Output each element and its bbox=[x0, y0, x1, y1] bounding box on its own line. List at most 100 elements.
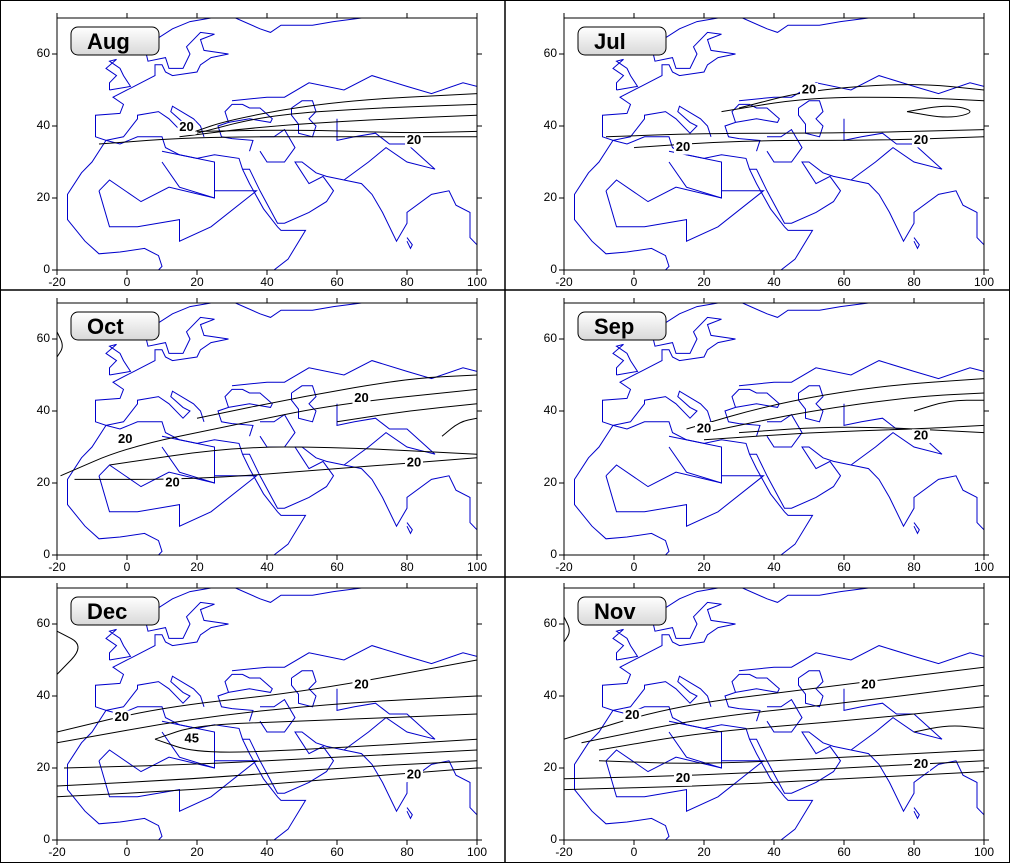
x-tick-label: 60 bbox=[837, 560, 851, 574]
x-tick-label: 20 bbox=[190, 560, 204, 574]
coastline bbox=[913, 807, 920, 820]
coastline bbox=[217, 673, 273, 722]
coastline bbox=[574, 140, 670, 270]
contour-line bbox=[703, 424, 984, 441]
contour-label: 20 bbox=[354, 677, 368, 692]
coastline bbox=[98, 749, 258, 812]
coastline bbox=[612, 343, 639, 376]
x-tick-label: 20 bbox=[190, 275, 204, 289]
coastline bbox=[98, 464, 258, 527]
contour-label-bg bbox=[352, 391, 371, 406]
map-area bbox=[564, 588, 984, 840]
y-tick-label: 60 bbox=[544, 331, 558, 345]
x-tick-label: 100 bbox=[467, 560, 487, 574]
x-tick-label: 40 bbox=[260, 845, 274, 859]
coastline bbox=[231, 360, 477, 387]
panel-label: Jul bbox=[594, 29, 626, 54]
coastline bbox=[738, 360, 984, 387]
contour-label: 20 bbox=[914, 428, 928, 443]
contour-label-bg bbox=[352, 678, 371, 693]
coastline bbox=[798, 100, 824, 138]
y-tick-label: 20 bbox=[37, 475, 51, 489]
coastline bbox=[738, 645, 984, 672]
coastline bbox=[291, 385, 317, 423]
x-tick-label: 60 bbox=[330, 275, 344, 289]
contour-label-bg bbox=[800, 83, 818, 97]
contour-line bbox=[57, 767, 477, 798]
panel-label: Nov bbox=[594, 599, 636, 624]
y-tick-label: 20 bbox=[37, 760, 51, 774]
coastline bbox=[259, 698, 296, 733]
coastline bbox=[766, 413, 803, 448]
contour-line bbox=[57, 331, 63, 358]
y-tick-label: 40 bbox=[37, 688, 51, 702]
contour-line bbox=[738, 426, 984, 434]
contour-label-bg bbox=[405, 768, 423, 783]
coastline bbox=[913, 237, 920, 250]
x-tick-label: 100 bbox=[974, 845, 994, 859]
coastline bbox=[749, 161, 984, 246]
coastline bbox=[605, 464, 765, 527]
coastline bbox=[98, 179, 258, 242]
x-tick-label: -20 bbox=[48, 275, 66, 289]
contour-line bbox=[57, 659, 477, 733]
contour-line bbox=[564, 616, 570, 643]
contour-line bbox=[154, 738, 477, 753]
panel-label-box bbox=[577, 311, 667, 341]
contour-label-bg bbox=[695, 422, 713, 436]
coastline bbox=[612, 706, 814, 840]
contour-line bbox=[196, 103, 477, 134]
y-tick-label: 60 bbox=[37, 46, 51, 60]
x-tick-label: -20 bbox=[555, 560, 573, 574]
contour-line bbox=[57, 630, 79, 675]
panel-label-box bbox=[70, 596, 160, 626]
x-tick-label: 100 bbox=[467, 275, 487, 289]
contour-label-bg bbox=[912, 757, 930, 772]
coastline bbox=[913, 522, 920, 535]
y-tick-label: 20 bbox=[37, 190, 51, 204]
contour-label: 20 bbox=[676, 770, 690, 785]
coastline bbox=[766, 128, 803, 163]
coastline bbox=[161, 720, 215, 769]
coastline bbox=[105, 58, 132, 91]
coastline bbox=[612, 58, 639, 91]
x-tick-label: 80 bbox=[400, 845, 414, 859]
x-tick-label: 0 bbox=[631, 275, 638, 289]
coastline bbox=[95, 303, 362, 426]
contour-line bbox=[738, 84, 984, 109]
coastline bbox=[406, 237, 413, 250]
coastline bbox=[161, 435, 215, 484]
contour-line bbox=[564, 760, 984, 780]
contour-line bbox=[154, 713, 477, 740]
contour-line bbox=[913, 725, 984, 733]
contour-label: 20 bbox=[625, 707, 639, 722]
coastline bbox=[749, 446, 984, 531]
x-tick-label: -20 bbox=[48, 845, 66, 859]
coastline bbox=[605, 749, 765, 812]
coastline bbox=[798, 385, 824, 423]
contour-line bbox=[63, 749, 477, 769]
x-tick-label: 40 bbox=[767, 275, 781, 289]
coastline bbox=[105, 706, 307, 840]
contour-label: 20 bbox=[407, 132, 421, 147]
coastline bbox=[668, 150, 722, 199]
panel-label-box bbox=[70, 26, 160, 56]
y-tick-label: 0 bbox=[550, 262, 557, 276]
panel-label-box bbox=[577, 596, 667, 626]
x-tick-label: -20 bbox=[555, 845, 573, 859]
coastline bbox=[291, 100, 317, 138]
x-tick-label: -20 bbox=[555, 275, 573, 289]
coastline bbox=[612, 628, 639, 661]
coastline bbox=[574, 425, 670, 555]
panel-label: Aug bbox=[87, 29, 130, 54]
panel-label-box bbox=[70, 311, 160, 341]
coastline bbox=[231, 75, 477, 102]
y-tick-label: 20 bbox=[544, 475, 558, 489]
coastline bbox=[95, 588, 362, 711]
x-tick-label: 0 bbox=[124, 275, 131, 289]
